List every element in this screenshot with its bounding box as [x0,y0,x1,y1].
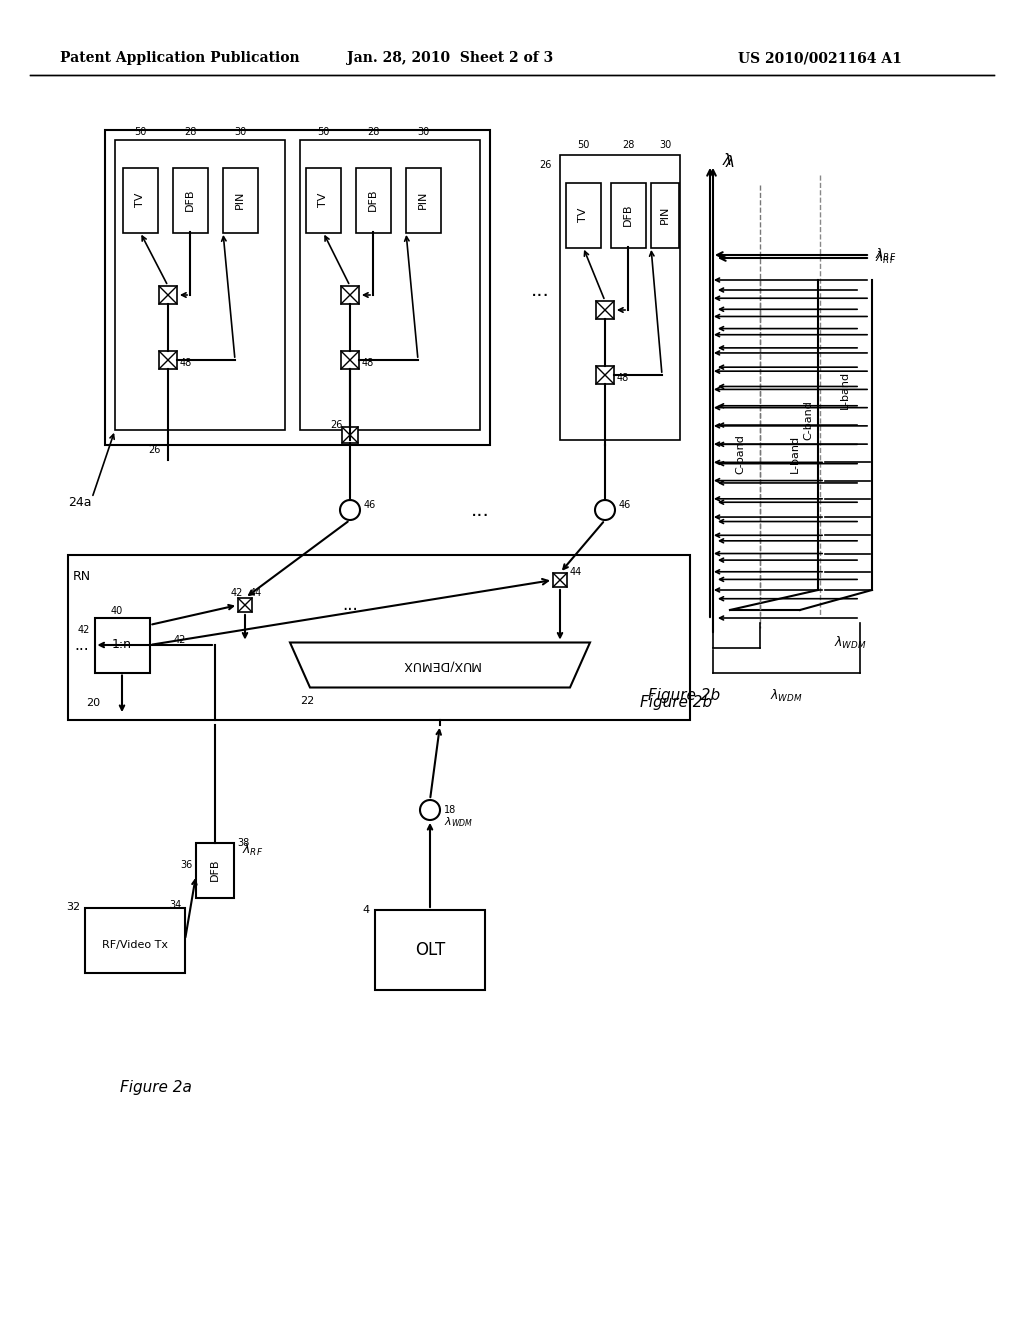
Bar [560,154,680,440]
Text: DFB: DFB [623,203,633,226]
Text: RF/Video Tx: RF/Video Tx [102,940,168,950]
Text: C-band: C-band [803,400,813,440]
Text: $\lambda_{RF}$: $\lambda_{RF}$ [242,842,263,858]
Bar [123,168,158,232]
Text: DFB: DFB [185,189,195,211]
Text: 40: 40 [111,606,123,615]
Bar [115,140,285,430]
Text: 36: 36 [181,861,193,870]
Text: 48: 48 [362,358,374,368]
Text: 50: 50 [316,127,329,137]
Bar [553,573,567,587]
Text: RN: RN [73,570,91,583]
Text: ...: ... [530,281,549,300]
Text: 4: 4 [362,906,370,915]
Text: 30: 30 [658,140,671,150]
Text: Jan. 28, 2010  Sheet 2 of 3: Jan. 28, 2010 Sheet 2 of 3 [347,51,553,65]
Text: 32: 32 [66,903,80,912]
Text: DFB: DFB [368,189,378,211]
Text: C-band: C-band [735,434,745,474]
Text: $\lambda_{WDM}$: $\lambda_{WDM}$ [444,814,473,829]
Text: 30: 30 [233,127,246,137]
Text: 30: 30 [417,127,429,137]
Bar [342,426,358,444]
Text: 44: 44 [250,587,262,598]
Text: DFB: DFB [210,859,220,882]
Text: 26: 26 [330,420,342,430]
Polygon shape [290,643,590,688]
Bar [651,182,679,248]
Text: Figure 2b: Figure 2b [648,688,720,704]
Text: 48: 48 [617,374,630,383]
Text: Figure 2a: Figure 2a [120,1080,191,1096]
Text: $\lambda$: $\lambda$ [722,152,732,168]
Text: ...: ... [471,500,489,520]
Text: $\lambda_{RF}$: $\lambda_{RF}$ [874,247,896,263]
Text: $\lambda_{RF}$: $\lambda_{RF}$ [874,249,896,267]
Text: 18: 18 [444,805,457,814]
Bar [196,842,234,898]
Text: US 2010/0021164 A1: US 2010/0021164 A1 [738,51,902,65]
Text: Figure 2b: Figure 2b [640,696,712,710]
Text: Patent Application Publication: Patent Application Publication [60,51,300,65]
Text: PIN: PIN [418,191,428,209]
Bar [94,618,150,672]
Bar [406,168,440,232]
Text: 38: 38 [237,837,249,847]
Bar [375,909,485,990]
Text: 28: 28 [184,127,197,137]
Text: $\lambda_{WDM}$: $\lambda_{WDM}$ [770,688,803,704]
Text: 28: 28 [367,127,379,137]
Text: TV: TV [578,207,588,222]
Bar [565,182,600,248]
Text: TV: TV [318,193,328,207]
Text: ...: ... [75,638,89,652]
Text: L-band: L-band [790,434,800,473]
Text: MUX/DEMUX: MUX/DEMUX [400,659,479,672]
Bar [105,129,490,445]
Text: 26: 26 [539,160,551,170]
Bar [355,168,390,232]
Text: 20: 20 [86,698,100,708]
Text: OLT: OLT [415,941,445,960]
Text: L-band: L-band [840,371,850,409]
Bar [300,140,480,430]
Text: 42: 42 [77,624,89,635]
Bar [238,598,252,612]
Bar [596,366,614,384]
Text: 44: 44 [570,568,583,577]
Text: 34: 34 [169,900,181,909]
Text: 46: 46 [364,500,376,510]
Text: $\lambda_{WDM}$: $\lambda_{WDM}$ [834,635,866,651]
Text: 48: 48 [180,358,193,368]
Text: 42: 42 [230,587,243,598]
Bar [159,351,177,370]
Text: PIN: PIN [660,206,670,224]
Text: 22: 22 [300,696,314,705]
Bar [596,301,614,319]
Text: 26: 26 [147,445,160,455]
Text: 28: 28 [622,140,634,150]
Bar [341,351,359,370]
Text: 24a: 24a [69,495,92,508]
Text: 1:n: 1:n [112,639,132,652]
Bar [159,286,177,304]
Bar [68,554,690,719]
Text: 42: 42 [174,635,186,645]
Text: 46: 46 [618,500,631,510]
Bar [341,286,359,304]
Text: ...: ... [342,597,357,614]
Bar [305,168,341,232]
Bar [610,182,645,248]
Text: TV: TV [135,193,145,207]
Text: $\lambda$: $\lambda$ [725,154,735,170]
Text: 50: 50 [134,127,146,137]
Text: PIN: PIN [234,191,245,209]
Bar [85,908,185,973]
Bar [222,168,257,232]
Bar [172,168,208,232]
Text: 50: 50 [577,140,589,150]
